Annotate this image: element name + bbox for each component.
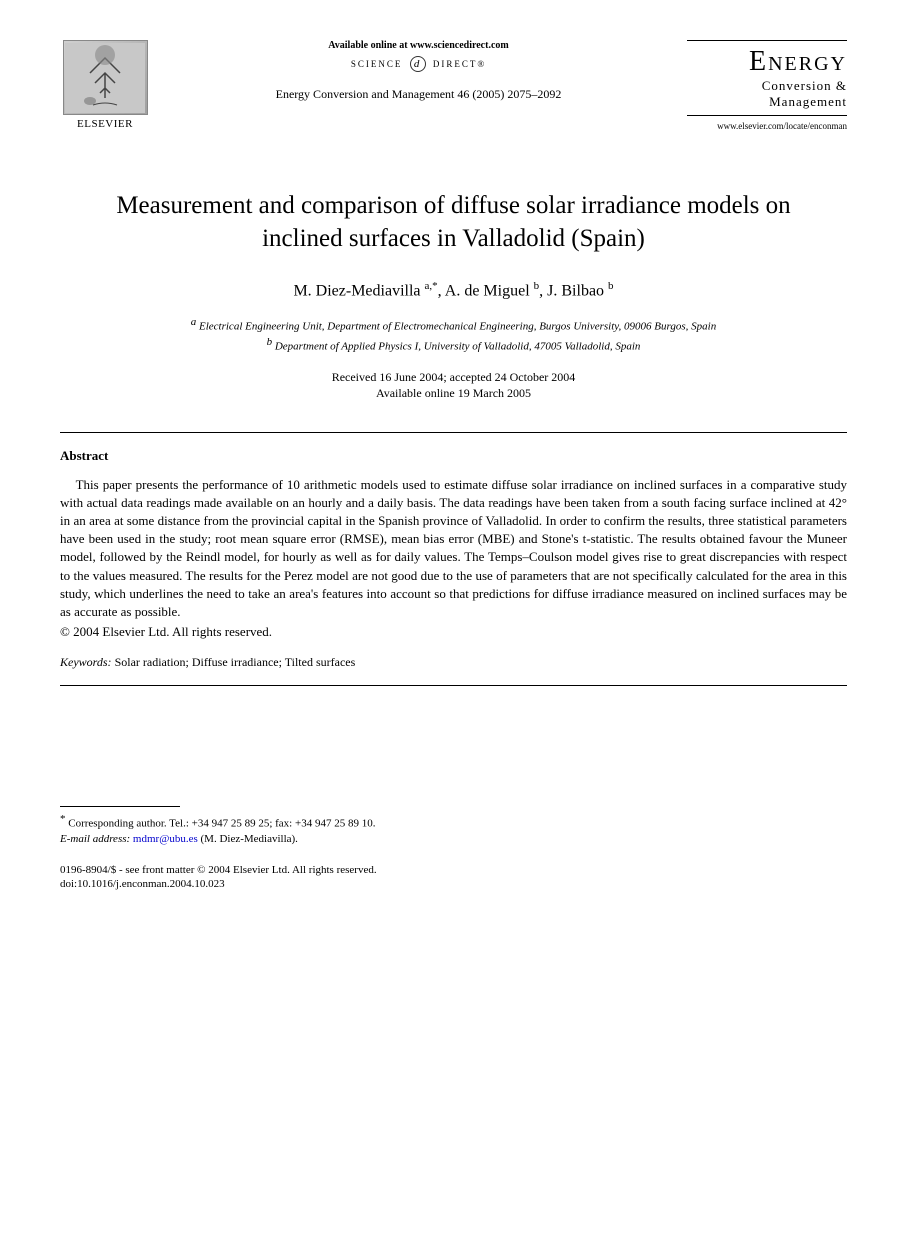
email-line: E-mail address: mdmr@ubu.es (M. Diez-Med… — [60, 832, 847, 847]
email-author: (M. Diez-Mediavilla). — [198, 833, 298, 845]
journal-conversion-word: Conversion & — [687, 78, 847, 94]
elsevier-logo: ELSEVIER — [60, 40, 150, 140]
article-title: Measurement and comparison of diffuse so… — [80, 190, 827, 255]
keywords-label: Keywords: — [60, 655, 112, 669]
journal-url: www.elsevier.com/locate/enconman — [687, 121, 847, 131]
author-3: , J. Bilbao — [539, 282, 608, 299]
science-direct-left: SCIENCE — [351, 59, 403, 69]
science-direct-right: DIRECT® — [433, 59, 486, 69]
abstract-heading: Abstract — [60, 448, 847, 464]
available-date: Available online 19 March 2005 — [60, 386, 847, 402]
journal-logo: Energy Conversion & Management www.elsev… — [687, 40, 847, 131]
journal-citation: Energy Conversion and Management 46 (200… — [170, 87, 667, 102]
keywords-line: Keywords: Solar radiation; Diffuse irrad… — [60, 655, 847, 670]
journal-energy-word: Energy — [687, 46, 847, 78]
affiliations: a Electrical Engineering Unit, Departmen… — [60, 315, 847, 355]
abstract-text: This paper presents the performance of 1… — [60, 476, 847, 622]
author-1-sup: a,* — [425, 280, 438, 292]
science-direct-logo: SCIENCE d DIRECT® — [170, 56, 667, 72]
author-3-sup: b — [608, 280, 614, 292]
footnote-block: * Corresponding author. Tel.: +34 947 25… — [60, 812, 847, 847]
affiliation-a: a Electrical Engineering Unit, Departmen… — [60, 315, 847, 335]
corresponding-author: * Corresponding author. Tel.: +34 947 25… — [60, 812, 847, 832]
elsevier-tree-icon — [63, 40, 148, 115]
science-direct-d-icon: d — [410, 56, 426, 72]
authors-line: M. Diez-Mediavilla a,*, A. de Miguel b, … — [60, 280, 847, 300]
received-date: Received 16 June 2004; accepted 24 Octob… — [60, 370, 847, 386]
author-2: , A. de Miguel — [438, 282, 534, 299]
doi-line: doi:10.1016/j.enconman.2004.10.023 — [60, 877, 847, 891]
author-1: M. Diez-Mediavilla — [293, 282, 424, 299]
center-header: Available online at www.sciencedirect.co… — [150, 40, 687, 102]
issn-line: 0196-8904/$ - see front matter © 2004 El… — [60, 863, 847, 877]
keywords-text: Solar radiation; Diffuse irradiance; Til… — [112, 655, 356, 669]
corresponding-text: Corresponding author. Tel.: +34 947 25 8… — [66, 818, 376, 830]
bottom-info: 0196-8904/$ - see front matter © 2004 El… — [60, 863, 847, 892]
affil-b-text: Department of Applied Physics I, Univers… — [272, 341, 640, 353]
journal-management-word: Management — [687, 94, 847, 110]
divider-bottom — [60, 685, 847, 686]
dates-block: Received 16 June 2004; accepted 24 Octob… — [60, 370, 847, 401]
available-online-text: Available online at www.sciencedirect.co… — [170, 40, 667, 51]
copyright-text: © 2004 Elsevier Ltd. All rights reserved… — [60, 624, 847, 640]
elsevier-text: ELSEVIER — [77, 118, 133, 130]
footnote-rule — [60, 806, 180, 807]
header-row: ELSEVIER Available online at www.science… — [60, 40, 847, 140]
journal-title-box: Energy Conversion & Management — [687, 40, 847, 116]
email-label: E-mail address: — [60, 833, 130, 845]
divider-top — [60, 432, 847, 433]
affiliation-b: b Department of Applied Physics I, Unive… — [60, 335, 847, 355]
affil-a-text: Electrical Engineering Unit, Department … — [196, 321, 716, 333]
email-address[interactable]: mdmr@ubu.es — [133, 833, 198, 845]
